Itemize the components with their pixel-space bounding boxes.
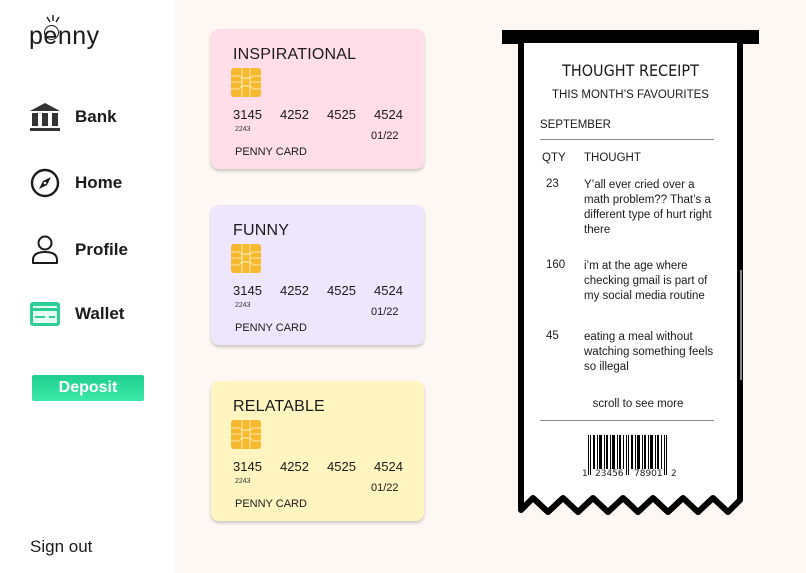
barcode-icon bbox=[588, 435, 667, 475]
card-number-group: 4525 bbox=[327, 459, 356, 474]
card-number-group: 4252 bbox=[280, 459, 309, 474]
barcode-digit: 2 bbox=[671, 469, 677, 479]
divider bbox=[540, 139, 714, 140]
card-title: RELATABLE bbox=[233, 398, 325, 415]
card-expiry: 01/22 bbox=[371, 306, 399, 318]
receipt-month: SEPTEMBER bbox=[540, 119, 611, 131]
card-number-group: 3145 bbox=[233, 107, 262, 122]
receipt-thought: i’m at the age where checking gmail is p… bbox=[584, 260, 708, 302]
card-number-group: 4252 bbox=[280, 107, 309, 122]
card-number-group: 4524 bbox=[374, 459, 403, 474]
wallet-card-icon bbox=[29, 298, 61, 330]
card-cvv: 2243 bbox=[235, 302, 251, 309]
thought-receipt[interactable]: THOUGHT RECEIPT THIS MONTH’S FAVOURITES … bbox=[518, 40, 743, 518]
receipt-thought: Y’all ever cried over a math problem?? T… bbox=[584, 179, 712, 236]
card-number: 3145 4252 4525 4524 bbox=[233, 283, 403, 298]
sidebar-item-home[interactable]: Home bbox=[29, 167, 122, 199]
card-brand: PENNY CARD bbox=[235, 498, 307, 510]
receipt-thought: eating a meal without watching something… bbox=[584, 331, 714, 373]
sidebar-item-label: Profile bbox=[75, 240, 128, 259]
card-number: 3145 4252 4525 4524 bbox=[233, 459, 403, 474]
card-brand: PENNY CARD bbox=[235, 146, 307, 158]
card-number-group: 3145 bbox=[233, 459, 262, 474]
sidebar-item-label: Wallet bbox=[75, 304, 125, 323]
card-number-group: 4524 bbox=[374, 283, 403, 298]
receipt-qty: 23 bbox=[546, 178, 559, 190]
barcode-digit: 23456 bbox=[595, 469, 624, 479]
compass-icon bbox=[29, 167, 61, 199]
sidebar: pe nny Bank Home bbox=[0, 0, 175, 573]
barcode-digit: 78901 bbox=[634, 469, 663, 479]
sidebar-item-label: Home bbox=[75, 173, 123, 192]
card-title: INSPIRATIONAL bbox=[233, 46, 357, 63]
logo-text: pe nny bbox=[29, 15, 100, 50]
card-number-group: 4525 bbox=[327, 107, 356, 122]
chip-icon bbox=[231, 244, 261, 273]
card-number-group: 4252 bbox=[280, 283, 309, 298]
sun-rays-icon bbox=[46, 15, 61, 23]
user-icon bbox=[29, 234, 61, 266]
card-inspirational[interactable]: INSPIRATIONAL 3145 4252 4525 4524 2243 0… bbox=[211, 29, 424, 169]
receipt-qty: 45 bbox=[546, 330, 559, 342]
receipt-paper bbox=[518, 40, 743, 515]
card-expiry: 01/22 bbox=[371, 130, 399, 142]
bank-icon bbox=[29, 101, 61, 133]
sidebar-item-label: Bank bbox=[75, 107, 117, 126]
card-funny[interactable]: FUNNY 3145 4252 4525 4524 2243 01/22 PEN… bbox=[211, 205, 424, 345]
card-number: 3145 4252 4525 4524 bbox=[233, 107, 403, 122]
card-relatable[interactable]: RELATABLE 3145 4252 4525 4524 2243 01/22… bbox=[211, 381, 424, 521]
card-number-group: 4525 bbox=[327, 283, 356, 298]
penny-logo[interactable]: pe nny bbox=[29, 15, 100, 51]
scroll-more-link[interactable]: scroll to see more bbox=[592, 398, 684, 410]
card-cvv: 2243 bbox=[235, 126, 251, 133]
barcode-digits: 1 23456 78901 2 bbox=[582, 469, 692, 481]
receipt-title: THOUGHT RECEIPT bbox=[562, 61, 699, 80]
column-header-qty: QTY bbox=[542, 152, 566, 164]
scrollbar[interactable] bbox=[740, 270, 742, 380]
chip-icon bbox=[231, 68, 261, 97]
chip-icon bbox=[231, 420, 261, 449]
sign-out-link[interactable]: Sign out bbox=[30, 537, 93, 556]
card-cvv: 2243 bbox=[235, 478, 251, 485]
barcode-digit: 1 bbox=[582, 469, 588, 479]
receipt-qty: 160 bbox=[546, 259, 566, 271]
column-header-thought: THOUGHT bbox=[584, 152, 641, 164]
card-number-group: 4524 bbox=[374, 107, 403, 122]
sidebar-item-wallet[interactable]: Wallet bbox=[29, 298, 124, 330]
card-brand: PENNY CARD bbox=[235, 322, 307, 334]
card-title: FUNNY bbox=[233, 222, 290, 239]
card-expiry: 01/22 bbox=[371, 482, 399, 494]
sidebar-item-bank[interactable]: Bank bbox=[29, 101, 117, 133]
receipt-subtitle: THIS MONTH’S FAVOURITES bbox=[552, 89, 709, 101]
sidebar-item-profile[interactable]: Profile bbox=[29, 234, 128, 266]
card-number-group: 3145 bbox=[233, 283, 262, 298]
deposit-button[interactable]: Deposit bbox=[32, 375, 144, 401]
divider bbox=[540, 420, 714, 421]
